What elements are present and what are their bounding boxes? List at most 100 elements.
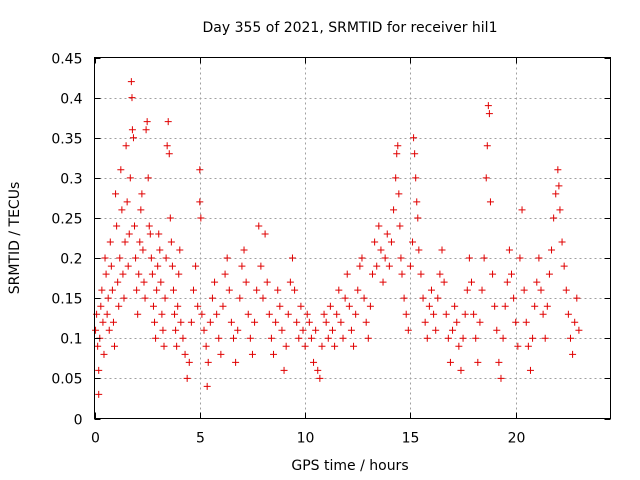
x-tick-label: 5 <box>196 431 205 447</box>
data-point <box>343 270 351 278</box>
data-point <box>438 246 446 254</box>
data-point <box>291 286 299 294</box>
data-point <box>442 310 450 318</box>
data-point <box>155 230 163 238</box>
chart-title: Day 355 of 2021, SRMTID for receiver hil… <box>203 20 498 36</box>
data-point <box>486 198 494 206</box>
data-point <box>467 278 475 286</box>
data-point <box>121 238 129 246</box>
data-point <box>371 238 379 246</box>
data-point <box>135 270 143 278</box>
data-point <box>251 318 259 326</box>
data-point <box>103 310 111 318</box>
data-point <box>543 302 551 310</box>
y-tick-label: 0.15 <box>51 292 82 308</box>
data-point <box>545 270 553 278</box>
data-point <box>94 342 102 350</box>
data-point <box>483 142 491 150</box>
data-point <box>562 286 570 294</box>
data-point <box>512 318 520 326</box>
data-point <box>147 254 155 262</box>
data-point <box>98 286 106 294</box>
data-point <box>555 182 563 190</box>
data-point <box>379 278 387 286</box>
data-point <box>482 174 490 182</box>
data-point <box>183 374 191 382</box>
data-point <box>414 214 422 222</box>
data-point <box>125 230 133 238</box>
data-point <box>99 318 107 326</box>
data-point <box>297 302 305 310</box>
data-point <box>286 278 294 286</box>
data-point <box>354 286 362 294</box>
data-point <box>159 326 167 334</box>
data-point <box>196 198 204 206</box>
data-point <box>129 134 137 142</box>
data-point <box>522 318 530 326</box>
data-point <box>143 118 151 126</box>
data-point <box>554 166 562 174</box>
data-point <box>345 302 353 310</box>
data-point <box>119 270 127 278</box>
data-point <box>255 222 263 230</box>
data-point <box>457 366 465 374</box>
data-point <box>293 318 301 326</box>
data-point <box>244 310 252 318</box>
y-tick-label: 0.35 <box>51 132 82 148</box>
data-point <box>333 310 341 318</box>
data-point <box>213 310 221 318</box>
data-point <box>369 270 377 278</box>
data-point <box>137 206 145 214</box>
data-point <box>176 246 184 254</box>
y-tick-label: 0 <box>74 413 83 429</box>
data-point <box>514 342 522 350</box>
data-point <box>394 142 402 150</box>
data-point <box>419 294 427 302</box>
data-point <box>113 222 121 230</box>
data-point <box>331 342 339 350</box>
data-point <box>242 278 250 286</box>
data-point <box>392 174 400 182</box>
data-point <box>124 262 132 270</box>
data-point <box>164 118 172 126</box>
y-tick-label: 0.1 <box>60 332 82 348</box>
data-point <box>495 358 503 366</box>
data-point <box>493 326 501 334</box>
data-point <box>404 326 412 334</box>
y-tick-label: 0.2 <box>60 252 82 268</box>
data-point <box>423 334 431 342</box>
y-tick-label: 0.05 <box>51 372 82 388</box>
x-axis-label: GPS time / hours <box>291 458 408 474</box>
data-point <box>552 190 560 198</box>
data-point <box>108 286 116 294</box>
data-point <box>138 190 146 198</box>
data-point <box>114 278 122 286</box>
data-point <box>310 358 318 366</box>
data-point <box>162 254 170 262</box>
data-point <box>169 286 177 294</box>
data-point <box>151 318 159 326</box>
data-point <box>127 78 135 86</box>
data-point <box>318 342 326 350</box>
data-point <box>571 318 579 326</box>
x-tick-label: 0 <box>91 431 100 447</box>
data-point <box>518 206 526 214</box>
data-point <box>131 222 139 230</box>
data-point <box>434 294 442 302</box>
data-point <box>324 334 332 342</box>
data-point <box>153 286 161 294</box>
data-point <box>510 294 518 302</box>
data-point <box>432 326 440 334</box>
data-point <box>253 286 261 294</box>
data-point <box>200 326 208 334</box>
data-point <box>172 326 180 334</box>
data-point <box>539 310 547 318</box>
data-point <box>145 222 153 230</box>
data-point <box>126 174 134 182</box>
data-point <box>166 214 174 222</box>
data-point <box>181 350 189 358</box>
data-point <box>148 270 156 278</box>
data-point <box>411 150 419 158</box>
data-point <box>284 310 292 318</box>
